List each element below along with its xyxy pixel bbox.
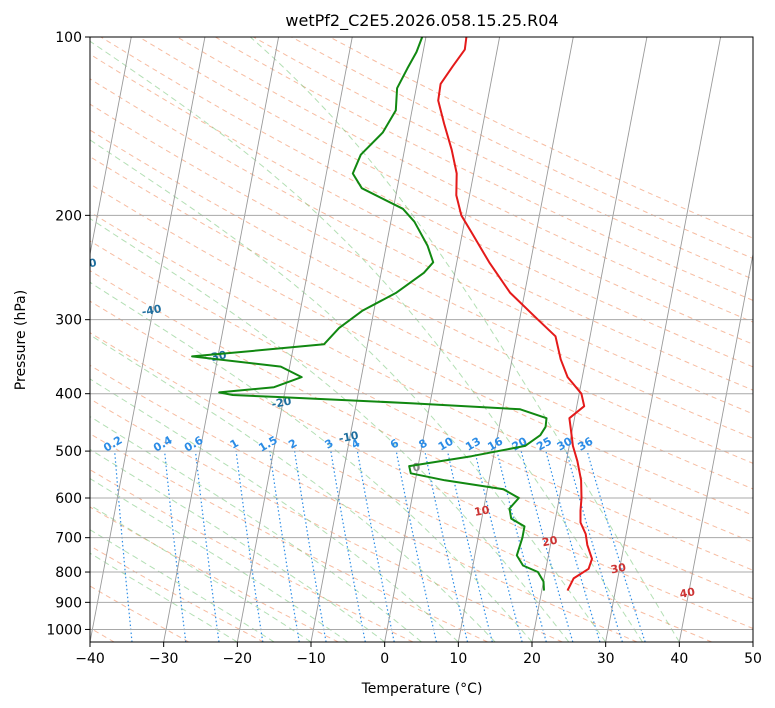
x-tick-label: −40 [75, 651, 105, 667]
y-tick-label: 600 [55, 491, 82, 507]
isotherm-line [531, 37, 648, 642]
dry-adiabat [90, 183, 753, 516]
chart-title: wetPf2_C2E5.2026.058.15.25.R04 [285, 11, 558, 31]
dry-adiabat [90, 53, 753, 391]
moist-adiabat [90, 378, 459, 642]
mixing-ratio-line [395, 450, 437, 642]
x-tick-label: −30 [149, 651, 179, 667]
isotherm-line [310, 37, 427, 642]
moist-adiabat [249, 37, 680, 642]
grid-lines [90, 37, 753, 642]
dry-adiabat [138, 37, 753, 345]
isotherm-line [457, 37, 574, 642]
x-tick-label: 30 [597, 651, 615, 667]
mixing-ratio-line [269, 451, 300, 642]
moist-adiabat [90, 552, 238, 642]
y-tick-label: 800 [55, 565, 82, 581]
y-tick-label: 900 [55, 595, 82, 611]
dry-adiabat [90, 364, 638, 642]
isotherm-line [90, 37, 206, 642]
x-tick-label: 10 [449, 651, 467, 667]
y-tick-label: 500 [55, 444, 82, 460]
mixing-ratio-line [496, 450, 547, 642]
isotherm-label: 40 [679, 585, 697, 601]
isotherm-line [678, 251, 753, 642]
y-tick-label: 400 [55, 387, 82, 403]
mixing-ratio-line [424, 450, 469, 642]
x-tick-label: 50 [744, 651, 762, 667]
isotherm-line [236, 37, 353, 642]
mixing-ratio-line [474, 450, 523, 642]
moist-adiabat [90, 217, 570, 642]
dry-adiabat [90, 300, 753, 629]
mixing-ratio-line [520, 450, 574, 642]
x-tick-label: 20 [523, 651, 541, 667]
dewpoint-profile-line [191, 37, 548, 591]
moist-adiabat [90, 334, 496, 642]
isotherm-line [90, 37, 132, 257]
dry-adiabat [215, 37, 753, 301]
dry-adiabat [90, 506, 339, 642]
y-axis: 100 200 300 400 500 600 700 800 900 1000 [46, 30, 90, 638]
moist-adiabat [90, 40, 643, 642]
isotherm-label: -40 [141, 302, 163, 319]
x-tick-label: −10 [296, 651, 326, 667]
mixing-ratio-line [194, 451, 220, 642]
dry-adiabat [90, 129, 753, 464]
y-tick-label: 700 [55, 531, 82, 547]
profiles [191, 37, 593, 592]
isotherm-label: 20 [541, 534, 559, 550]
y-tick-label: 300 [55, 313, 82, 329]
dry-adiabat [90, 270, 753, 600]
y-tick-label: 1000 [46, 622, 82, 638]
plot-frame [89, 36, 754, 643]
isotherm-label: -50 [76, 256, 98, 273]
temperature-profile-line [437, 37, 593, 592]
x-axis: −40 −30 −20 −10 0 10 20 30 40 50 [75, 642, 762, 667]
x-tick-label: 40 [670, 651, 688, 667]
dry-adiabat [90, 211, 753, 543]
dry-adiabat [90, 240, 753, 571]
isotherm-label: 0 [412, 460, 422, 474]
y-axis-label: Pressure (hPa) [13, 290, 29, 390]
isotherm-line [163, 37, 280, 642]
isotherm-label: 10 [473, 503, 491, 519]
moist-adiabat [90, 448, 385, 642]
isotherm-label: 30 [610, 561, 628, 577]
moist-adiabat [90, 415, 422, 642]
dry-adiabat [90, 398, 563, 642]
x-axis-label: Temperature (°C) [361, 681, 483, 697]
isotherm-line [384, 37, 501, 642]
y-tick-label: 200 [55, 208, 82, 224]
x-tick-label: 0 [380, 651, 389, 667]
x-tick-label: −20 [223, 651, 253, 667]
dry-adiabat [90, 103, 753, 439]
mixing-ratio-line [164, 451, 187, 642]
isotherm-label: -20 [270, 394, 292, 411]
y-tick-label: 100 [55, 30, 82, 46]
isotherm-label: -10 [338, 429, 360, 446]
mixing-ratio-line [235, 451, 264, 642]
isotherm-line [605, 37, 722, 642]
mixing-ratio-line [545, 450, 601, 642]
mixing-ratio-line [586, 450, 646, 642]
dry-adiabat [90, 585, 190, 642]
mixing-ratio-line [565, 450, 623, 642]
moist-adiabat [90, 504, 312, 642]
dry-adiabat [90, 433, 488, 642]
